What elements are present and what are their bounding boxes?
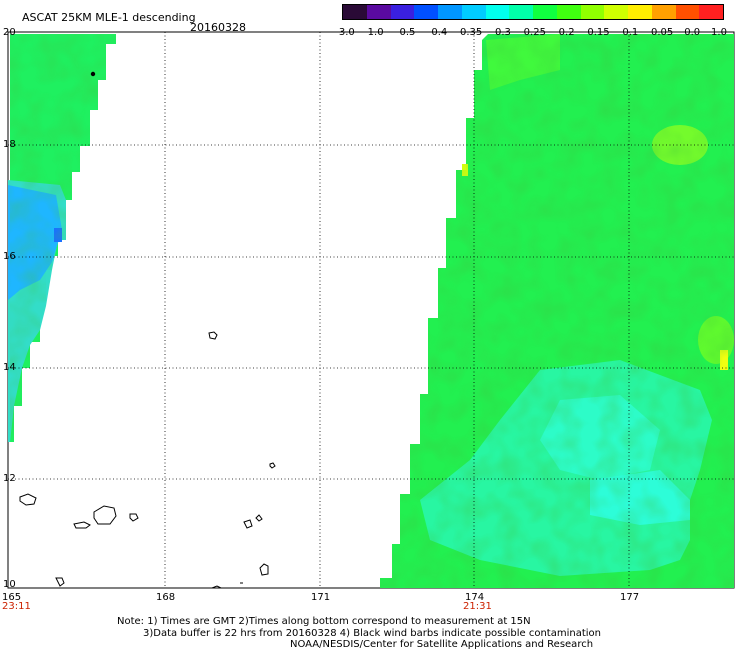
colorbar-segment — [343, 5, 367, 19]
colorbar-tick-label: -0.35 — [456, 27, 483, 38]
time-label-left: 23:11 — [2, 601, 31, 612]
colorbar-tick-label: -0.2 — [555, 27, 575, 38]
map-date: 20160328 — [190, 21, 246, 34]
island-outlines — [19, 331, 276, 589]
note-line-3: NOAA/NESDIS/Center for Satellite Applica… — [290, 639, 594, 650]
lon-label-177: 177 — [620, 592, 640, 603]
colorbar-segment — [651, 5, 676, 19]
colorbar-tick-label: -0.15 — [583, 27, 610, 38]
lat-label-18: 18 — [3, 139, 16, 150]
colorbar — [342, 4, 724, 20]
colorbar-segment — [675, 5, 700, 19]
colorbar-tick-label: -0.1 — [618, 27, 639, 38]
lon-label-165: 165 — [2, 592, 22, 603]
colorbar-segment — [604, 5, 628, 19]
colorbar-tick-label: -0.3 — [491, 27, 511, 38]
colorbar-segment — [533, 5, 557, 19]
lat-label-12: 12 — [3, 473, 16, 484]
colorbar-segment — [485, 5, 510, 19]
map-title: ASCAT 25KM MLE-1 descending — [22, 11, 196, 24]
colorbar-segment — [628, 5, 652, 19]
colorbar-segment — [461, 5, 486, 19]
lat-label-20: 20 — [3, 27, 16, 38]
note-line-2: 3)Data buffer is 22 hrs from 20160328 4)… — [143, 628, 601, 639]
lon-label-171: 171 — [311, 592, 331, 603]
colorbar-tick-label: 0.0 — [684, 27, 701, 38]
colorbar-segment — [390, 5, 415, 19]
colorbar-tick-label: -0.05 — [647, 27, 674, 38]
lat-label-10: 10 — [3, 579, 16, 590]
lon-label-168: 168 — [156, 592, 176, 603]
time-label-right: 21:31 — [463, 601, 492, 612]
colorbar-segment — [556, 5, 581, 19]
lat-label-16: 16 — [3, 251, 16, 262]
colorbar-tick-label: -0.4 — [427, 27, 448, 38]
colorbar-segment — [366, 5, 391, 19]
lon-label-174: 174 — [465, 592, 485, 603]
left-swath — [8, 34, 116, 442]
colorbar-segment — [580, 5, 605, 19]
colorbar-tick-label: -0.25 — [520, 27, 546, 38]
colorbar-tick-label: -3.0 — [335, 27, 355, 38]
colorbar-segment — [509, 5, 533, 19]
colorbar-segment — [438, 5, 462, 19]
colorbar-tick-label: -1.0 — [364, 27, 384, 38]
lat-label-14: 14 — [3, 362, 16, 373]
colorbar-tick-label: 1.0 — [711, 27, 727, 38]
colorbar-segment — [414, 5, 438, 19]
colorbar-tick-label: -0.5 — [395, 27, 416, 38]
note-line-1: Note: 1) Times are GMT 2)Times along bot… — [117, 616, 531, 627]
colorbar-segment — [699, 5, 723, 19]
right-swath — [380, 34, 734, 588]
